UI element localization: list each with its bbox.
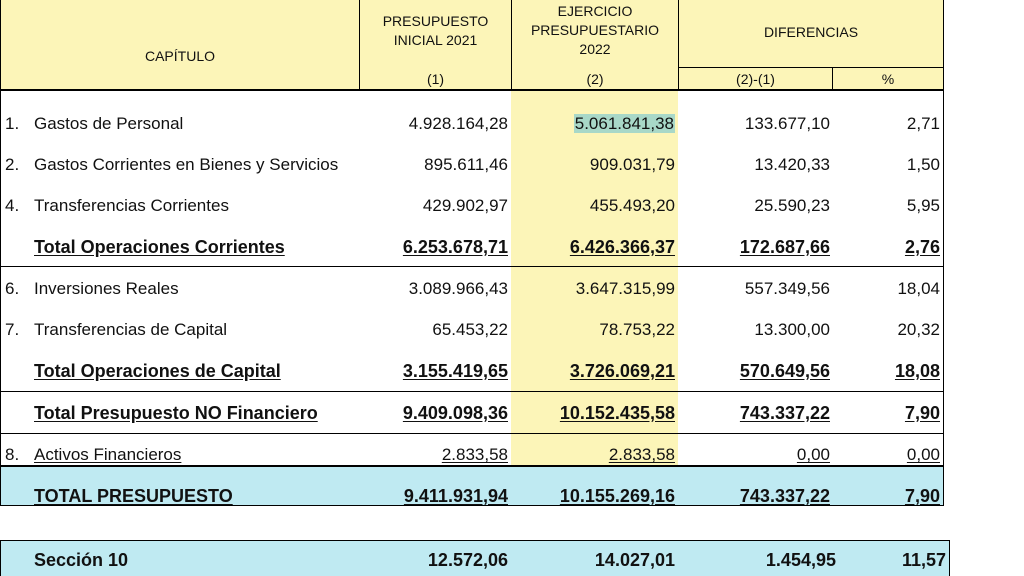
row-percent: 5,95 xyxy=(906,196,940,215)
row-value-2022: 455.493,20 xyxy=(589,196,675,215)
row-label: Gastos Corrientes en Bienes y Servicios xyxy=(34,155,339,174)
row-label: Transferencias Corrientes xyxy=(34,196,229,215)
row-value-2021: 429.902,97 xyxy=(422,196,508,215)
row-value-2021: 895.611,46 xyxy=(424,155,508,174)
row-label: Total Operaciones Corrientes xyxy=(34,237,285,257)
header-col1-ref: (1) xyxy=(426,71,445,87)
row-diferencia: 743.337,22 xyxy=(739,486,830,506)
row-number: 7. xyxy=(5,320,20,339)
row-number: 4. xyxy=(5,196,20,215)
row-percent: 18,08 xyxy=(894,361,940,381)
row-value-2021: 2.833,58 xyxy=(441,445,508,464)
row-number: 1. xyxy=(5,114,20,133)
row-diferencia: 570.649,56 xyxy=(739,361,830,381)
row-label: Inversiones Reales xyxy=(34,279,179,298)
row-label: Total Presupuesto NO Financiero xyxy=(34,403,318,423)
row-number: 8. xyxy=(5,445,20,464)
row-value-2022: 78.753,22 xyxy=(599,320,675,339)
header-pct-ref: % xyxy=(881,71,895,87)
row-value-2022: 909.031,79 xyxy=(589,155,675,174)
row-percent: 0,00 xyxy=(906,445,940,464)
row-label: Gastos de Personal xyxy=(34,114,184,133)
row-percent: 18,04 xyxy=(897,279,940,298)
row-diferencia: 172.687,66 xyxy=(739,237,830,257)
seccion-diferencia: 1.454,95 xyxy=(765,550,836,570)
row-value-2022: 10.152.435,58 xyxy=(559,403,675,423)
row-percent: 2,76 xyxy=(904,237,940,257)
table-header xyxy=(0,0,944,90)
row-label: Activos Financieros xyxy=(34,445,182,464)
row-number: 2. xyxy=(5,155,20,174)
row-percent: 7,90 xyxy=(904,486,940,506)
row-diferencia: 557.349,56 xyxy=(744,279,830,298)
row-value-2022[interactable]: 5.061.841,38 xyxy=(573,114,675,134)
seccion-value-2022: 14.027,01 xyxy=(594,550,675,570)
row-diferencia: 13.300,00 xyxy=(754,320,830,339)
header-diferencias: DIFERENCIAS xyxy=(763,24,859,40)
seccion-label: Sección 10 xyxy=(34,550,129,570)
row-diferencia: 743.337,22 xyxy=(739,403,830,423)
seccion-10-row-bg xyxy=(0,540,950,576)
header-col1-title: PRESUPUESTO INICIAL 2021 xyxy=(382,13,489,48)
row-value-2021: 4.928.164,28 xyxy=(408,114,508,133)
seccion-percent: 11,57 xyxy=(901,550,946,570)
row-percent: 2,71 xyxy=(906,114,940,133)
row-value-2022: 2.833,58 xyxy=(608,445,675,464)
selected-cell[interactable]: 5.061.841,38 xyxy=(573,114,675,133)
row-value-2022: 3.647.315,99 xyxy=(575,279,675,298)
row-percent: 7,90 xyxy=(904,403,940,423)
total-presupuesto-row-bg xyxy=(0,466,944,506)
row-diferencia: 0,00 xyxy=(796,445,830,464)
row-number: 6. xyxy=(5,279,20,298)
row-value-2021: 3.155.419,65 xyxy=(402,361,508,381)
header-dif-ref: (2)-(1) xyxy=(736,71,775,87)
row-diferencia: 133.677,10 xyxy=(744,114,830,133)
row-percent: 1,50 xyxy=(906,155,940,174)
row-value-2021: 3.089.966,43 xyxy=(408,279,508,298)
row-value-2021: 9.409.098,36 xyxy=(402,403,508,423)
row-diferencia: 13.420,33 xyxy=(754,155,830,174)
row-value-2021: 9.411.931,94 xyxy=(403,486,508,506)
header-col2-title: EJERCICIO PRESUPUESTARIO 2022 xyxy=(530,3,660,57)
row-label: Transferencias de Capital xyxy=(34,320,228,339)
seccion-value-2021: 12.572,06 xyxy=(427,550,508,570)
row-label: TOTAL PRESUPUESTO xyxy=(34,486,233,506)
row-value-2021: 6.253.678,71 xyxy=(402,237,508,257)
header-capitulo: CAPÍTULO xyxy=(144,48,215,64)
row-value-2022: 3.726.069,21 xyxy=(569,361,675,381)
row-diferencia: 25.590,23 xyxy=(754,196,830,215)
row-value-2022: 10.155.269,16 xyxy=(559,486,675,506)
row-label: Total Operaciones de Capital xyxy=(34,361,281,381)
row-percent: 20,32 xyxy=(897,320,940,339)
header-col2-ref: (2) xyxy=(586,71,604,87)
row-value-2022: 6.426.366,37 xyxy=(569,237,675,257)
column-2022-highlight xyxy=(511,90,678,465)
row-value-2021: 65.453,22 xyxy=(432,320,508,339)
